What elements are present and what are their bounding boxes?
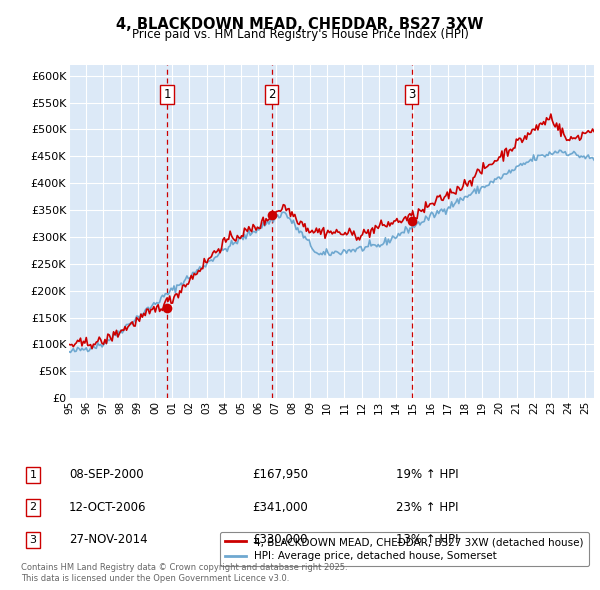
Text: Price paid vs. HM Land Registry's House Price Index (HPI): Price paid vs. HM Land Registry's House … xyxy=(131,28,469,41)
Text: 1: 1 xyxy=(163,88,170,101)
Text: 1: 1 xyxy=(29,470,37,480)
Text: 13% ↑ HPI: 13% ↑ HPI xyxy=(396,533,458,546)
Text: 2: 2 xyxy=(268,88,275,101)
Text: 27-NOV-2014: 27-NOV-2014 xyxy=(69,533,148,546)
Text: £167,950: £167,950 xyxy=(252,468,308,481)
Text: 3: 3 xyxy=(29,535,37,545)
Text: 12-OCT-2006: 12-OCT-2006 xyxy=(69,501,146,514)
Text: £341,000: £341,000 xyxy=(252,501,308,514)
Text: 4, BLACKDOWN MEAD, CHEDDAR, BS27 3XW: 4, BLACKDOWN MEAD, CHEDDAR, BS27 3XW xyxy=(116,17,484,31)
Text: £330,000: £330,000 xyxy=(252,533,308,546)
Text: 3: 3 xyxy=(408,88,415,101)
Text: 2: 2 xyxy=(29,503,37,512)
Text: This data is licensed under the Open Government Licence v3.0.: This data is licensed under the Open Gov… xyxy=(21,574,289,583)
Text: 19% ↑ HPI: 19% ↑ HPI xyxy=(396,468,458,481)
Legend: 4, BLACKDOWN MEAD, CHEDDAR, BS27 3XW (detached house), HPI: Average price, detac: 4, BLACKDOWN MEAD, CHEDDAR, BS27 3XW (de… xyxy=(220,532,589,566)
Text: 23% ↑ HPI: 23% ↑ HPI xyxy=(396,501,458,514)
Text: Contains HM Land Registry data © Crown copyright and database right 2025.: Contains HM Land Registry data © Crown c… xyxy=(21,563,347,572)
Text: 08-SEP-2000: 08-SEP-2000 xyxy=(69,468,143,481)
